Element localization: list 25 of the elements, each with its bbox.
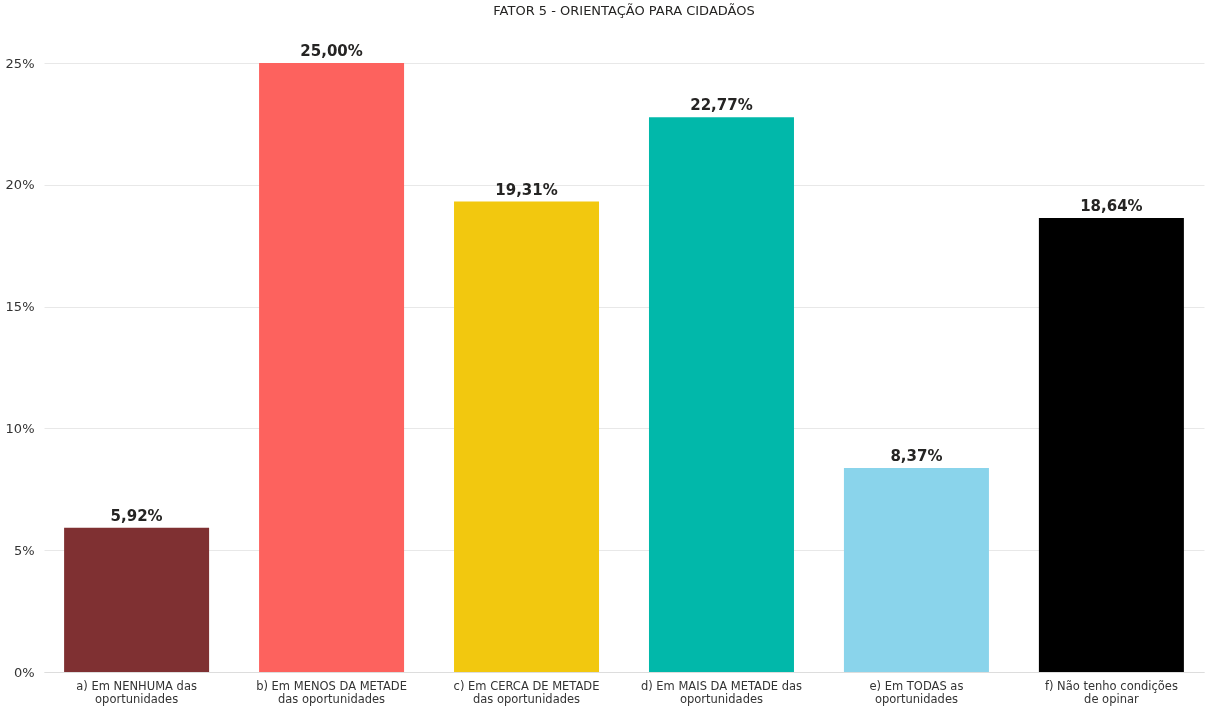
bar [648, 117, 794, 672]
y-tick-label: 25% [5, 55, 35, 71]
y-tick-label: 15% [5, 299, 35, 315]
data-label: 18,64% [1080, 196, 1143, 215]
bar [259, 63, 405, 672]
data-label: 22,77% [690, 96, 753, 115]
bar [454, 201, 600, 672]
bar [843, 468, 989, 672]
bar [1038, 217, 1184, 672]
x-tick-label: a) Em NENHUMA das oportunidades [76, 678, 197, 706]
y-tick-label: 10% [5, 420, 35, 436]
y-tick-label: 20% [5, 177, 35, 193]
data-label: 8,37% [890, 447, 943, 466]
y-tick-label: 5% [13, 542, 35, 558]
chart-title: FATOR 5 - ORIENTAÇÃO PARA CIDADÃOS [493, 3, 755, 18]
x-tick-label: f) Não tenho condições de opinar [1044, 678, 1178, 706]
data-label: 19,31% [495, 180, 558, 199]
y-tick-label: 0% [13, 664, 35, 680]
x-tick-label: b) Em MENOS DA METADE das oportunidades [256, 678, 407, 706]
data-label: 25,00% [300, 42, 363, 60]
x-tick-label: e) Em TODAS as oportunidades [869, 678, 964, 706]
x-tick-label: d) Em MAIS DA METADE das oportunidades [640, 678, 803, 706]
x-tick-label: c) Em CERCA DE METADE das oportunidades [453, 678, 600, 706]
data-label: 5,92% [110, 506, 163, 525]
bar [64, 527, 210, 672]
